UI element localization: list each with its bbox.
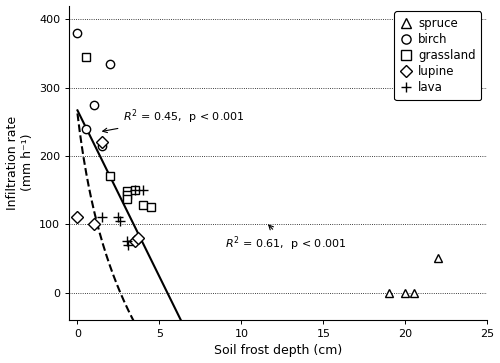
X-axis label: Soil frost depth (cm): Soil frost depth (cm)	[214, 344, 342, 358]
lupine	[74, 215, 80, 220]
spruce	[402, 290, 408, 295]
lava	[132, 188, 138, 192]
spruce	[410, 290, 416, 295]
birch	[82, 126, 88, 131]
spruce	[435, 256, 441, 261]
lava	[124, 239, 130, 244]
lava	[116, 215, 121, 220]
lupine	[132, 239, 138, 244]
Y-axis label: Infiltration rate
(mm h⁻¹): Infiltration rate (mm h⁻¹)	[6, 116, 34, 210]
Line: spruce: spruce	[385, 254, 442, 297]
Line: lupine: lupine	[74, 138, 142, 245]
grassland	[124, 197, 130, 201]
birch	[74, 31, 80, 35]
birch	[99, 143, 105, 148]
grassland	[148, 205, 154, 209]
grassland	[124, 193, 130, 197]
lupine	[99, 140, 105, 144]
Line: birch: birch	[74, 29, 114, 150]
birch	[91, 102, 97, 107]
lupine	[135, 236, 141, 240]
Legend: spruce, birch, grassland, lupine, lava: spruce, birch, grassland, lupine, lava	[394, 12, 482, 100]
birch	[108, 61, 114, 66]
Line: lava: lava	[97, 185, 148, 249]
Text: $R^2$ = 0.45,  p < 0.001: $R^2$ = 0.45, p < 0.001	[102, 107, 245, 132]
grassland	[124, 189, 130, 193]
lava	[117, 219, 123, 223]
lava	[140, 188, 146, 192]
grassland	[140, 203, 146, 207]
Line: grassland: grassland	[82, 53, 156, 211]
lupine	[91, 222, 97, 227]
Text: $R^2$ = 0.61,  p < 0.001: $R^2$ = 0.61, p < 0.001	[225, 225, 347, 253]
lava	[99, 215, 105, 220]
grassland	[132, 188, 138, 192]
grassland	[108, 174, 114, 179]
spruce	[386, 290, 392, 295]
lava	[126, 242, 132, 247]
grassland	[82, 54, 88, 59]
